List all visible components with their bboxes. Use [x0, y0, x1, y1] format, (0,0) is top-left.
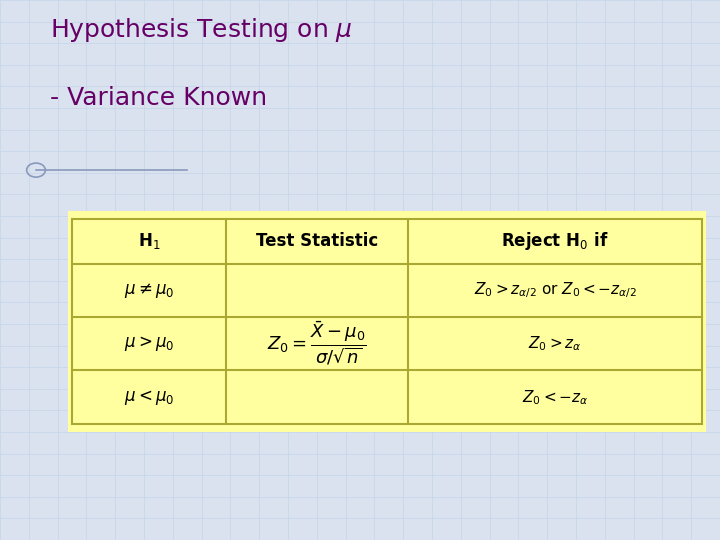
Text: Test Statistic: Test Statistic — [256, 232, 378, 250]
Text: $\mu < \mu_0$: $\mu < \mu_0$ — [124, 388, 174, 407]
Text: $Z_0 = \dfrac{\bar{X} - \mu_0}{\sigma/\sqrt{n}}$: $Z_0 = \dfrac{\bar{X} - \mu_0}{\sigma/\s… — [267, 320, 367, 367]
Bar — [68, 211, 706, 432]
Text: H$_1$: H$_1$ — [138, 231, 161, 251]
Text: $Z_0 > z_{\alpha/2}$ or $Z_0 < - z_{\alpha/2}$: $Z_0 > z_{\alpha/2}$ or $Z_0 < - z_{\alp… — [474, 280, 636, 300]
Bar — [72, 219, 702, 424]
Text: - Variance Known: - Variance Known — [50, 86, 268, 110]
Text: Hypothesis Testing on $\mu$: Hypothesis Testing on $\mu$ — [50, 16, 353, 44]
Text: $\mu > \mu_0$: $\mu > \mu_0$ — [124, 334, 174, 353]
Text: $\mu \neq \mu_0$: $\mu \neq \mu_0$ — [124, 281, 174, 300]
Text: Reject H$_0$ if: Reject H$_0$ if — [501, 230, 609, 252]
Text: $Z_0 < -z_{\alpha}$: $Z_0 < -z_{\alpha}$ — [522, 388, 588, 407]
Text: $Z_0 > z_{\alpha}$: $Z_0 > z_{\alpha}$ — [528, 334, 582, 353]
